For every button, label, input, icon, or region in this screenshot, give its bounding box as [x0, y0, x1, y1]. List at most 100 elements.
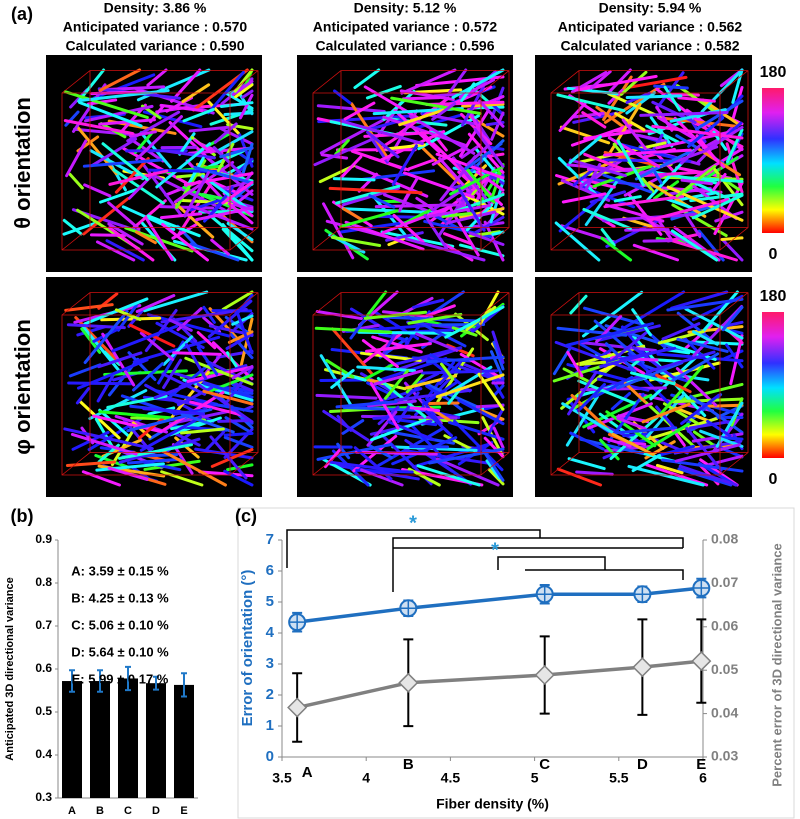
- render-header: Anticipated variance : 0.562: [558, 19, 743, 35]
- fiber: [160, 307, 248, 324]
- fiber: [132, 335, 221, 364]
- fiber: [229, 332, 254, 360]
- fiber: [339, 209, 399, 229]
- error-bar: [181, 672, 187, 698]
- marker: [534, 664, 555, 686]
- fiber: [661, 322, 701, 341]
- fiber: [465, 203, 494, 232]
- significance-star: *: [409, 512, 417, 534]
- fiber: [336, 414, 353, 432]
- fiber: [625, 94, 683, 99]
- fiber: [595, 105, 625, 129]
- fiber: [208, 179, 240, 195]
- fiber: [98, 188, 138, 204]
- y-tick-label: 0.8: [35, 575, 52, 589]
- fiber: [159, 103, 204, 113]
- fiber: [650, 198, 730, 222]
- fiber: [73, 127, 136, 137]
- fiber: [412, 298, 445, 309]
- fiber: [720, 236, 744, 241]
- fiber: [231, 79, 254, 97]
- point-label: A: [302, 764, 313, 781]
- fiber: [700, 68, 744, 114]
- fiber: [137, 415, 166, 440]
- fiber: [557, 156, 597, 196]
- fiber: [407, 158, 435, 171]
- fiber: [663, 85, 682, 112]
- fiber: [419, 304, 456, 320]
- fiber: [554, 221, 601, 262]
- fiber: [670, 290, 729, 310]
- fiber: [367, 399, 417, 408]
- annotation: E: 5.99 ± 0.17 %: [72, 671, 169, 686]
- fiber: [65, 460, 117, 468]
- fiber: [114, 157, 150, 194]
- fiber: [621, 118, 647, 151]
- fiber: [691, 330, 719, 346]
- fiber: [370, 418, 427, 442]
- fiber: [377, 405, 400, 426]
- fiber: [219, 145, 254, 159]
- fiber: [202, 389, 254, 406]
- fiber: [574, 74, 658, 92]
- fiber: [475, 170, 505, 192]
- fiber: [446, 210, 497, 225]
- fiber: [76, 325, 107, 337]
- render-header: Anticipated variance : 0.572: [313, 19, 498, 35]
- render-box: [312, 70, 510, 251]
- fiber: [231, 364, 254, 380]
- fiber: [316, 442, 393, 461]
- fiber: [444, 305, 505, 339]
- fiber: [68, 172, 84, 190]
- point-label: D: [637, 756, 648, 773]
- fiber: [447, 68, 468, 96]
- render-header: Calculated variance : 0.582: [561, 38, 740, 54]
- render-header: Density: 5.94 %: [599, 0, 702, 16]
- fiber: [70, 432, 138, 456]
- fiber: [416, 464, 481, 487]
- fiber: [680, 178, 714, 186]
- y-tick-label: 0.9: [35, 532, 52, 546]
- fiber: [413, 113, 463, 130]
- fiber: [107, 201, 141, 231]
- fiber: [630, 371, 676, 386]
- bar: [174, 684, 194, 798]
- fiber: [363, 363, 395, 381]
- fiber: [183, 172, 254, 187]
- fiber: [193, 165, 254, 185]
- fiber: [241, 89, 254, 99]
- fiber: [680, 393, 721, 425]
- fiber: [63, 90, 149, 119]
- colorbar-max: 180: [760, 288, 787, 305]
- fiber: [451, 156, 491, 204]
- fiber: [613, 195, 642, 203]
- fiber: [713, 181, 744, 236]
- fiber: [64, 110, 80, 127]
- fiber: [77, 89, 170, 103]
- fiber: [153, 382, 192, 400]
- fiber: [172, 431, 201, 447]
- fiber: [576, 382, 606, 413]
- fiber: [468, 231, 505, 246]
- fiber: [647, 181, 707, 218]
- fiber: [608, 68, 632, 93]
- fiber: [692, 304, 744, 358]
- fiber: [373, 369, 424, 386]
- fiber: [674, 191, 717, 202]
- fiber: [485, 459, 501, 480]
- fiber: [62, 220, 100, 236]
- y2-tick-label: 0.08: [711, 531, 738, 547]
- fiber: [399, 89, 455, 102]
- fiber: [112, 168, 165, 205]
- fiber: [83, 183, 112, 198]
- fiber: [82, 197, 130, 236]
- fiber: [466, 144, 490, 166]
- fiber: [64, 303, 114, 312]
- fiber: [407, 467, 441, 487]
- y-tick-label: 5: [266, 593, 274, 610]
- fiber: [569, 431, 605, 451]
- row-label: φ orientation: [10, 319, 35, 455]
- fiber: [610, 392, 632, 411]
- fiber: [646, 350, 716, 374]
- fiber: [392, 213, 425, 244]
